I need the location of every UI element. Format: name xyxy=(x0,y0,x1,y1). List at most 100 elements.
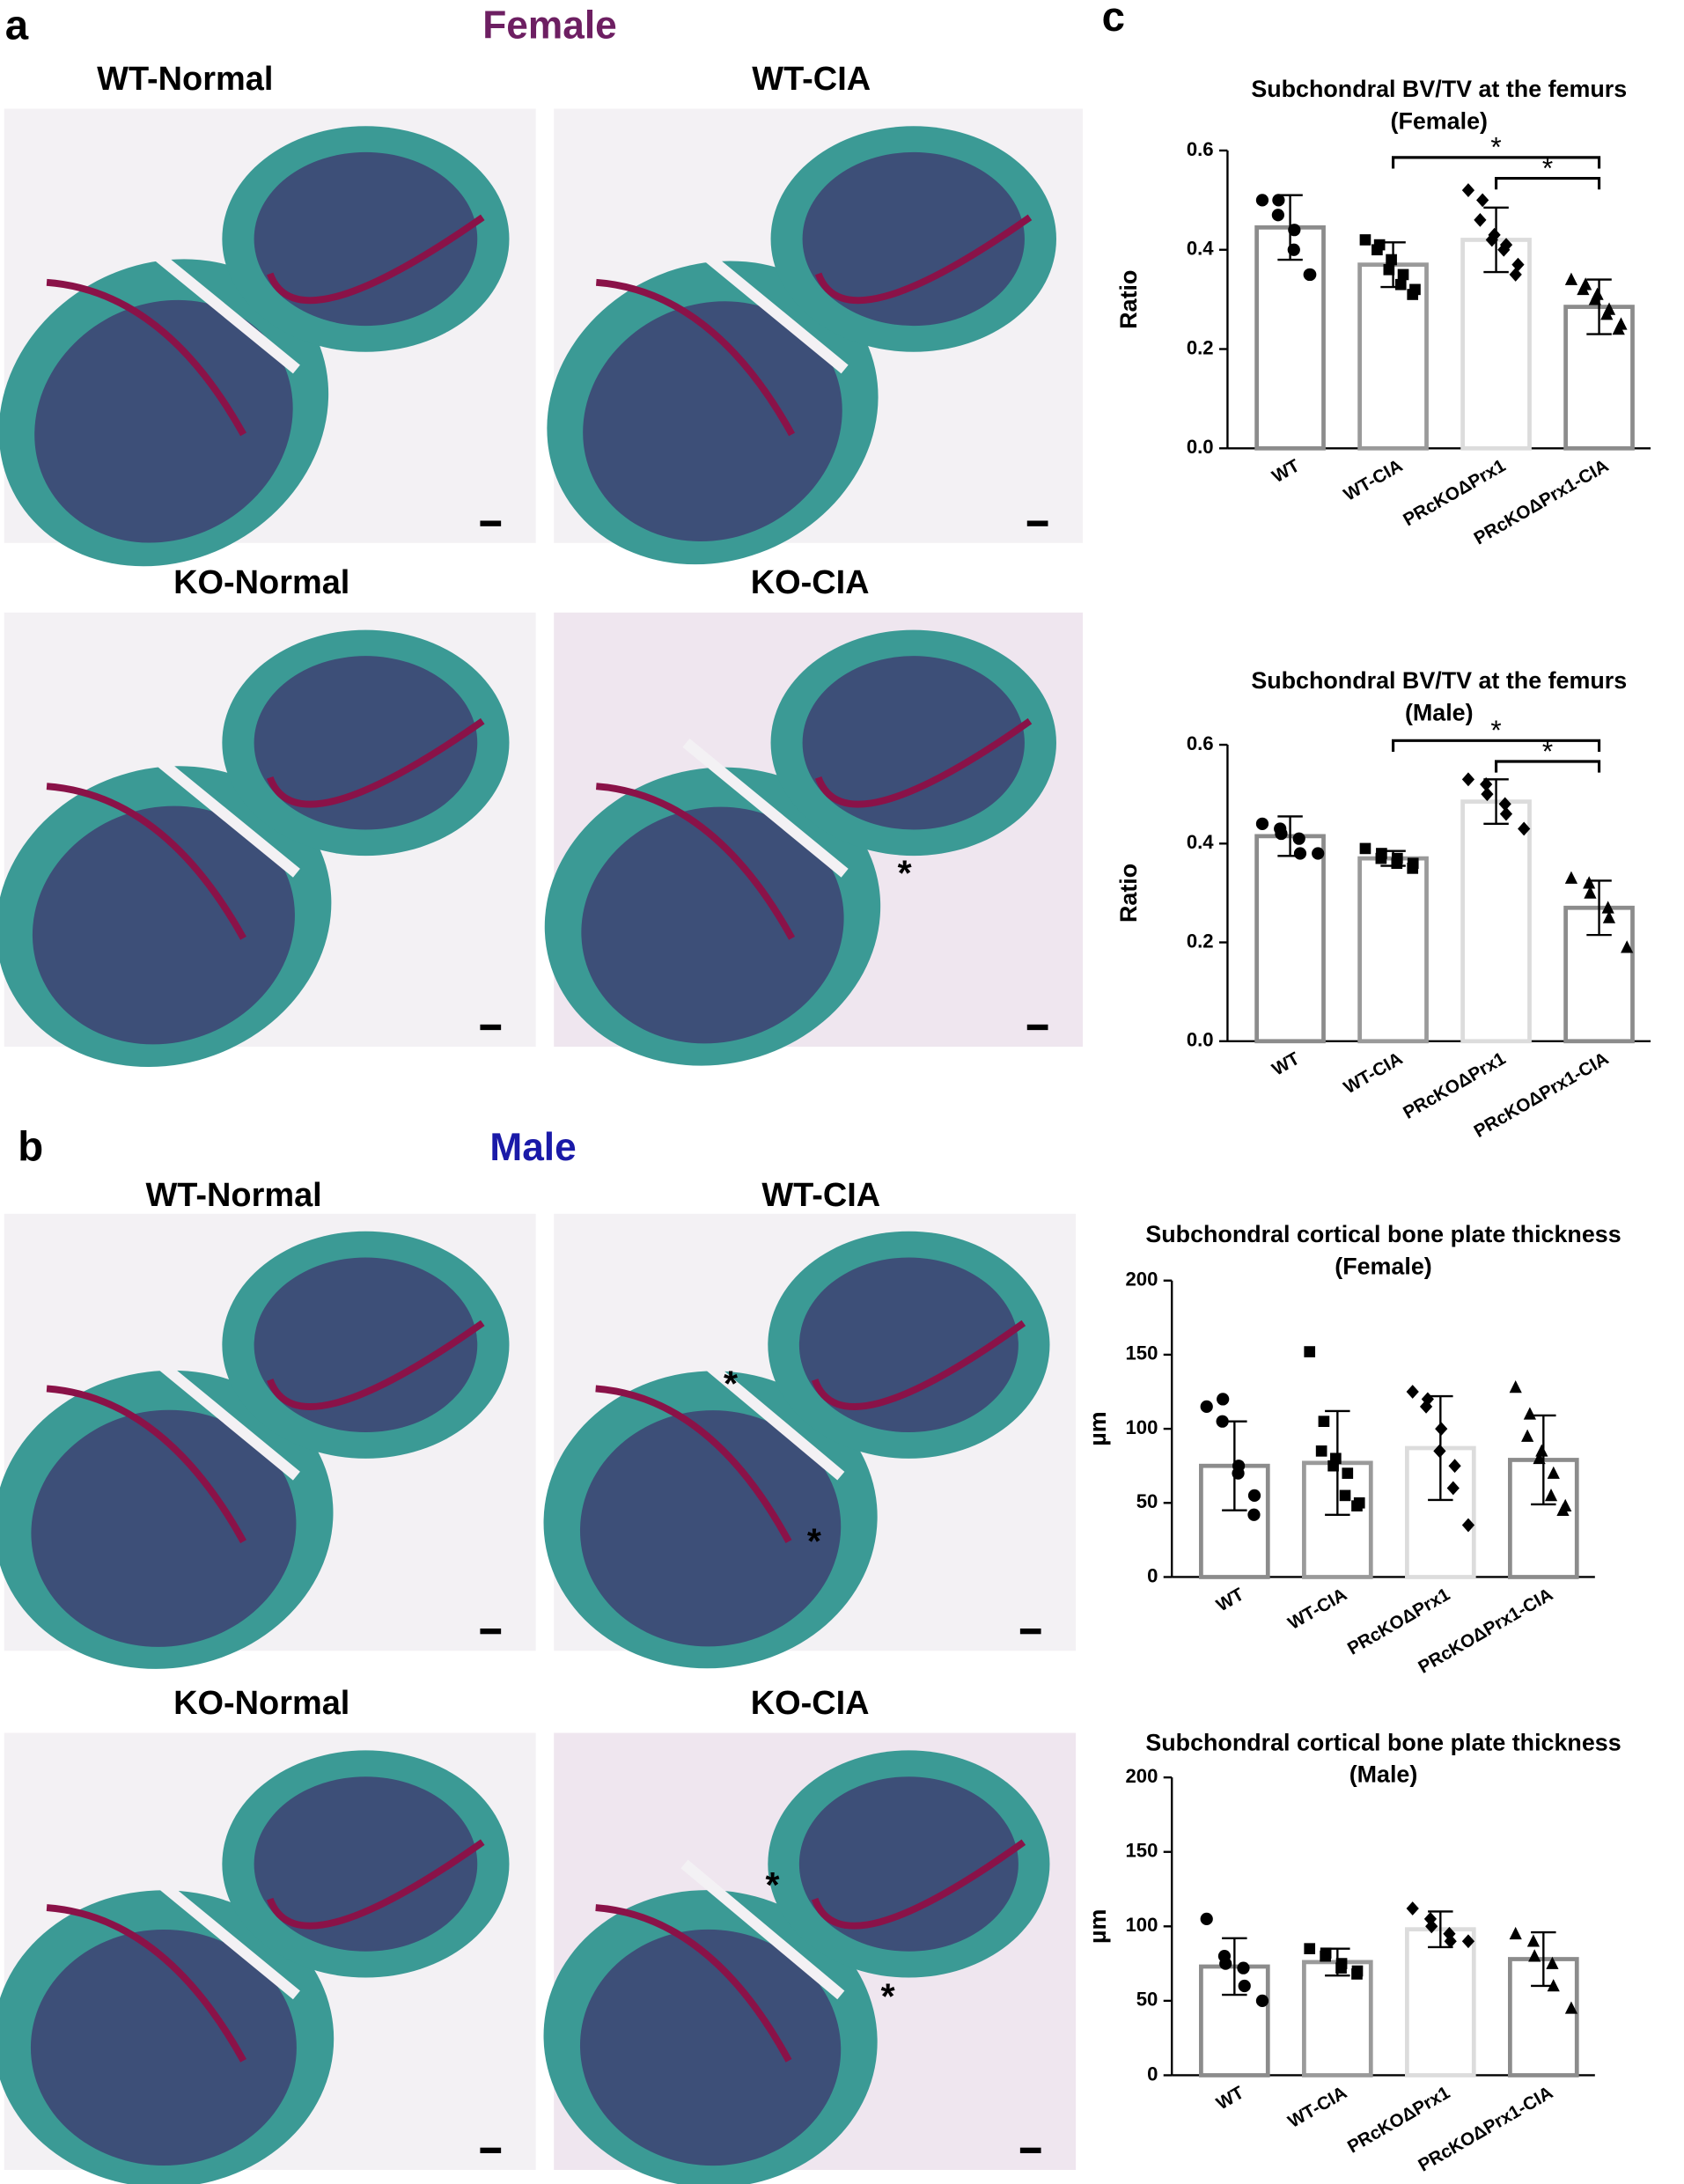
data-point xyxy=(1533,1451,1546,1465)
cartilage xyxy=(46,278,246,437)
significance-bracket xyxy=(1494,760,1601,773)
data-point xyxy=(1247,1508,1261,1521)
scale-bar xyxy=(480,1024,502,1031)
data-point xyxy=(1275,827,1288,841)
data-point xyxy=(1601,901,1614,914)
y-tick-label: 0.0 xyxy=(1187,1029,1214,1051)
bar xyxy=(1254,224,1326,451)
chart-subtitle: (Male) xyxy=(1405,699,1474,725)
image-label: WT-Normal xyxy=(145,1177,321,1214)
data-point xyxy=(1219,1957,1232,1970)
marrow-region xyxy=(581,806,844,1044)
data-point xyxy=(1564,272,1578,285)
joint-space xyxy=(133,1859,300,2000)
error-bar xyxy=(1428,1910,1453,1949)
marrow-region xyxy=(32,805,295,1045)
data-point xyxy=(1371,244,1383,256)
data-point xyxy=(1448,1459,1461,1474)
marrow-region xyxy=(254,1257,478,1433)
panel-heading: Male xyxy=(489,1126,576,1169)
histology-image xyxy=(543,1732,1077,2184)
y-tick-label: 150 xyxy=(1125,1342,1158,1364)
data-point xyxy=(1481,787,1494,802)
y-tick-label: 100 xyxy=(1125,1416,1158,1438)
bar xyxy=(1460,799,1532,1044)
data-point xyxy=(1287,243,1300,256)
scale-bar xyxy=(1019,2147,1041,2154)
panel-letter: a xyxy=(5,2,29,48)
y-tick-label: 200 xyxy=(1125,1268,1158,1291)
data-point xyxy=(1535,1444,1548,1457)
image-note: * xyxy=(807,1520,821,1561)
y-tick-label: 50 xyxy=(1136,1490,1158,1512)
marrow-region xyxy=(30,1929,297,2166)
marrow-region xyxy=(34,299,293,543)
significance-label: * xyxy=(1490,714,1501,746)
bar xyxy=(1302,1960,1373,2077)
data-point xyxy=(1546,1956,1559,1969)
chart-subtitle: (Female) xyxy=(1391,107,1488,134)
data-point xyxy=(1339,1489,1351,1502)
histology-image xyxy=(0,1732,536,2184)
data-point xyxy=(1255,817,1269,830)
y-axis-label: µm xyxy=(1085,1909,1111,1944)
x-tick-label: WT-CIA xyxy=(1341,455,1407,505)
chart-subtitle: (Male) xyxy=(1349,1761,1418,1788)
data-point xyxy=(1547,1979,1560,1992)
data-point xyxy=(1528,1949,1541,1962)
significance-bracket xyxy=(1494,176,1601,190)
histology-image xyxy=(0,1213,536,1669)
marrow-region xyxy=(798,1776,1018,1952)
data-point xyxy=(1200,1400,1213,1413)
data-point xyxy=(1577,282,1590,296)
data-point xyxy=(1476,193,1489,208)
data-point xyxy=(1315,1445,1327,1457)
y-tick-label: 0 xyxy=(1147,2063,1158,2085)
error-bar xyxy=(1586,278,1612,335)
data-point xyxy=(1397,268,1409,281)
joint-space xyxy=(133,1340,300,1481)
image-note: * xyxy=(898,853,912,893)
chart-subtitle: (Female) xyxy=(1335,1254,1431,1280)
data-point xyxy=(1335,1962,1347,1974)
histology-image xyxy=(0,108,536,567)
cartilage xyxy=(596,278,796,437)
data-point xyxy=(1511,257,1525,272)
y-axis-label: Ratio xyxy=(1115,270,1142,329)
y-tick-label: 0.6 xyxy=(1187,732,1214,754)
image-label: WT-Normal xyxy=(97,61,273,98)
data-point xyxy=(1446,1481,1460,1496)
significance-label: * xyxy=(1490,131,1501,163)
data-point xyxy=(1342,1467,1354,1479)
scale-bar xyxy=(1026,1024,1048,1031)
marrow-region xyxy=(798,1257,1018,1433)
data-point xyxy=(1461,1934,1475,1949)
data-point xyxy=(1600,307,1614,320)
cartilage xyxy=(596,783,796,940)
data-point xyxy=(1425,1919,1438,1934)
histology-image xyxy=(547,108,1084,565)
scale-bar xyxy=(480,2147,502,2154)
data-point xyxy=(1216,1415,1229,1428)
data-point xyxy=(1406,1385,1419,1399)
panel-heading: Female xyxy=(482,4,617,48)
cartilage xyxy=(46,1904,246,2063)
significance-label: * xyxy=(1542,735,1553,767)
data-point xyxy=(1584,886,1597,899)
bar xyxy=(1357,856,1429,1044)
data-point xyxy=(1304,1943,1316,1955)
joint-space xyxy=(680,1859,845,2000)
image-label: KO-CIA xyxy=(751,1685,870,1722)
cartilage xyxy=(814,214,1033,305)
image-note: * xyxy=(724,1364,738,1404)
data-point xyxy=(1523,1407,1537,1420)
scale-bar xyxy=(1019,1628,1041,1635)
y-tick-label: 0.4 xyxy=(1187,238,1214,260)
data-point xyxy=(1435,1422,1448,1437)
x-tick-label: WT xyxy=(1269,1048,1304,1080)
significance-label: * xyxy=(1542,151,1553,183)
chart-title: Subchondral BV/TV at the femurs xyxy=(1251,76,1627,102)
x-tick-label: WT xyxy=(1213,2082,1248,2114)
data-point xyxy=(1602,910,1616,923)
